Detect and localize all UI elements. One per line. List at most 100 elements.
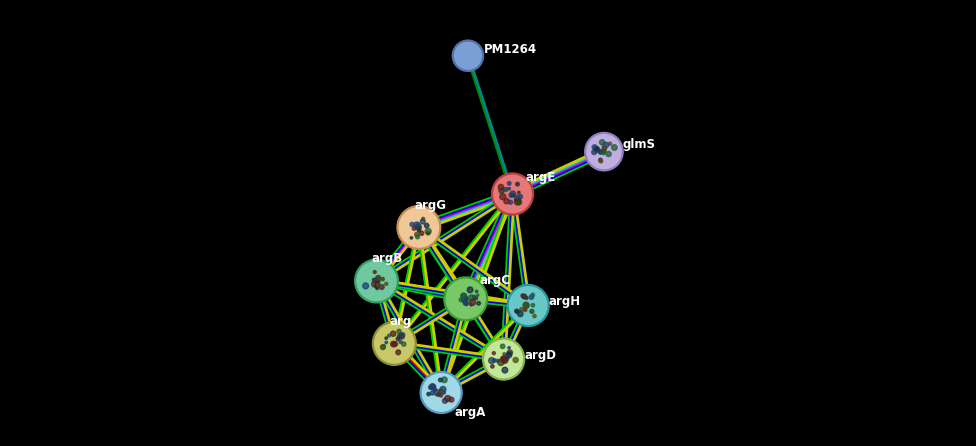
Circle shape [514, 309, 518, 313]
Circle shape [469, 299, 475, 306]
Circle shape [381, 345, 386, 350]
Circle shape [461, 293, 467, 299]
Circle shape [417, 226, 421, 230]
Circle shape [521, 295, 524, 297]
Circle shape [492, 173, 534, 215]
Circle shape [441, 377, 447, 383]
Circle shape [602, 150, 605, 153]
Circle shape [531, 293, 535, 297]
Circle shape [601, 149, 606, 153]
Circle shape [592, 145, 597, 150]
Circle shape [397, 334, 402, 339]
Circle shape [499, 188, 505, 194]
Circle shape [465, 297, 467, 300]
Circle shape [376, 276, 381, 280]
Circle shape [442, 398, 447, 403]
Circle shape [461, 293, 466, 298]
Circle shape [496, 359, 499, 362]
Circle shape [585, 132, 623, 171]
Circle shape [498, 184, 504, 190]
Circle shape [385, 337, 387, 339]
Circle shape [397, 329, 401, 334]
Circle shape [472, 295, 476, 299]
Circle shape [606, 152, 611, 157]
Circle shape [357, 261, 396, 301]
Circle shape [375, 324, 414, 363]
Text: arg: arg [389, 314, 412, 328]
Circle shape [522, 294, 527, 299]
Circle shape [383, 344, 386, 347]
Circle shape [612, 145, 617, 150]
Text: argE: argE [525, 170, 555, 184]
Text: argH: argH [549, 295, 581, 309]
Circle shape [449, 397, 454, 402]
Circle shape [439, 394, 442, 397]
Circle shape [524, 303, 526, 306]
Circle shape [502, 357, 508, 363]
Circle shape [531, 304, 535, 307]
Circle shape [417, 226, 421, 229]
Circle shape [508, 200, 512, 204]
Circle shape [525, 297, 528, 299]
Circle shape [375, 278, 379, 283]
Circle shape [396, 350, 400, 355]
Circle shape [608, 142, 612, 145]
Circle shape [420, 231, 424, 235]
Circle shape [386, 341, 387, 344]
Circle shape [483, 338, 524, 380]
Circle shape [503, 353, 506, 355]
Circle shape [603, 146, 606, 150]
Text: argD: argD [524, 349, 556, 362]
Circle shape [514, 196, 521, 202]
Circle shape [427, 231, 429, 235]
Circle shape [377, 284, 379, 286]
Circle shape [418, 227, 421, 230]
Circle shape [434, 390, 440, 396]
Circle shape [505, 187, 508, 191]
Circle shape [516, 199, 521, 205]
Circle shape [525, 303, 529, 307]
Circle shape [418, 229, 421, 232]
Circle shape [463, 300, 468, 306]
Circle shape [492, 351, 496, 355]
Circle shape [491, 365, 494, 368]
Circle shape [509, 287, 547, 324]
Circle shape [530, 310, 534, 314]
Circle shape [493, 359, 496, 362]
Circle shape [476, 294, 479, 296]
Circle shape [410, 237, 413, 239]
Circle shape [429, 384, 435, 390]
Circle shape [427, 392, 430, 396]
Circle shape [508, 187, 510, 190]
Circle shape [425, 223, 428, 228]
Circle shape [463, 296, 468, 302]
Circle shape [442, 391, 445, 394]
Text: argG: argG [415, 198, 446, 212]
Circle shape [514, 199, 520, 205]
Circle shape [390, 341, 396, 347]
Circle shape [521, 294, 524, 297]
Circle shape [397, 206, 441, 249]
Circle shape [377, 282, 380, 285]
Circle shape [511, 194, 514, 197]
Text: argB: argB [371, 252, 402, 265]
Circle shape [533, 314, 536, 318]
Circle shape [385, 282, 387, 285]
Circle shape [446, 279, 485, 318]
Circle shape [523, 308, 527, 311]
Circle shape [508, 350, 512, 355]
Circle shape [598, 149, 603, 154]
Circle shape [373, 322, 416, 365]
Circle shape [518, 194, 522, 198]
Circle shape [602, 145, 606, 149]
Circle shape [593, 147, 599, 152]
Circle shape [430, 391, 434, 395]
Circle shape [444, 277, 488, 321]
Circle shape [508, 285, 549, 326]
Circle shape [374, 278, 380, 284]
Circle shape [428, 385, 432, 389]
Circle shape [387, 334, 390, 337]
Circle shape [440, 391, 442, 393]
Circle shape [591, 150, 596, 155]
Circle shape [423, 374, 460, 411]
